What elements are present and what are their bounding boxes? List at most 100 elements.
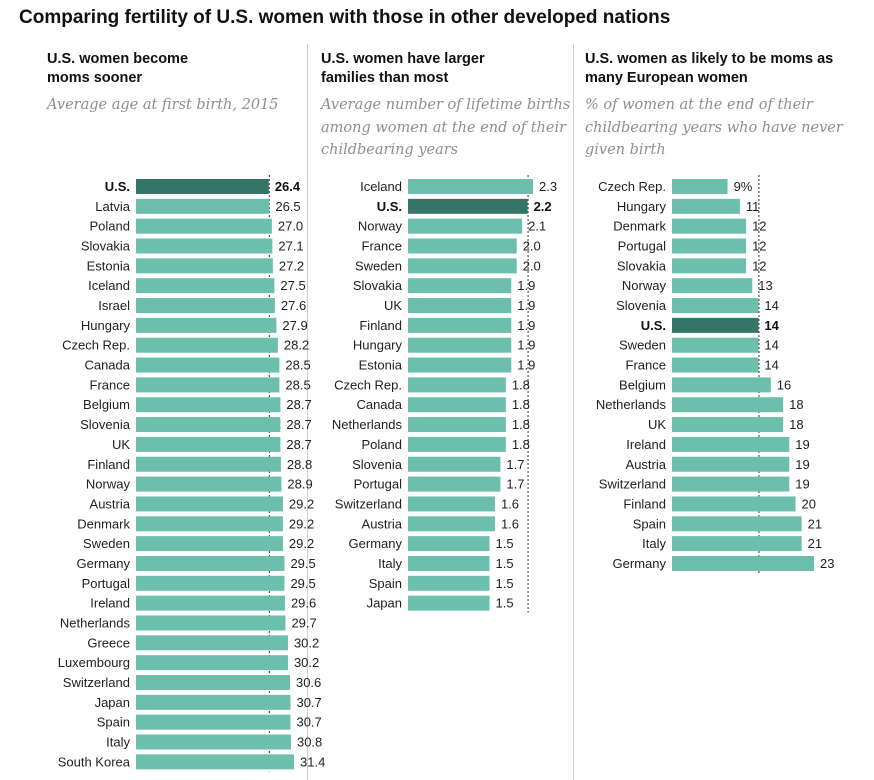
value-label: 28.8 (287, 457, 312, 472)
category-label: South Korea (58, 754, 131, 769)
bar-chart-childless: Czech Rep. 9% Hungary 11 Denmark 12 Portugal 12… (596, 175, 834, 573)
value-label: 2.0 (523, 258, 541, 273)
category-label: Italy (378, 556, 402, 571)
value-label: 1.6 (501, 496, 519, 511)
category-label: Finland (359, 318, 402, 333)
bar-chart-births: Iceland 2.3 U.S. 2.2 Norway 2.1 France 2.0 Swede… (332, 175, 557, 613)
bar (672, 198, 740, 214)
bar (672, 298, 759, 314)
category-label: Slovakia (353, 278, 403, 293)
bar (136, 397, 281, 413)
value-label: 1.9 (517, 358, 535, 373)
value-label: 1.5 (496, 576, 514, 591)
value-label: 28.5 (285, 377, 310, 392)
value-label: 14 (764, 318, 779, 333)
value-label: 28.5 (285, 358, 310, 373)
value-label: 16 (777, 377, 791, 392)
bar (408, 258, 517, 274)
value-label: 23 (820, 556, 834, 571)
category-label: Switzerland (335, 496, 402, 511)
bar (136, 179, 269, 194)
bar (136, 238, 273, 254)
category-label: Netherlands (332, 417, 403, 432)
value-label: 14 (764, 358, 778, 373)
category-label: Poland (90, 219, 130, 234)
value-label: 19 (795, 457, 809, 472)
bar (408, 476, 501, 492)
category-label: Spain (97, 715, 130, 730)
value-label: 2.1 (528, 219, 546, 234)
value-label: 30.2 (294, 655, 319, 670)
category-label: Spain (633, 516, 666, 531)
value-label: 1.8 (512, 377, 530, 392)
category-label: France (90, 377, 130, 392)
value-label: 29.6 (291, 596, 316, 611)
value-label: 28.7 (286, 437, 311, 452)
bar (408, 555, 490, 571)
bar (408, 218, 523, 234)
category-label: Slovenia (616, 298, 667, 313)
value-label: 28.7 (286, 397, 311, 412)
bar (408, 496, 495, 512)
panel-childless: U.S. women as likely to be moms as many … (585, 50, 874, 780)
bar (408, 238, 517, 254)
value-label: 20 (801, 496, 815, 511)
bar (408, 417, 506, 433)
value-label: 29.2 (289, 516, 314, 531)
value-label: 30.8 (297, 735, 322, 750)
panel-lifetime-births: U.S. women have larger families than mos… (321, 50, 571, 780)
value-label: 9% (734, 179, 753, 194)
bar (136, 555, 285, 571)
bar (408, 357, 512, 373)
value-label: 12 (752, 239, 766, 254)
category-label: Norway (86, 477, 131, 492)
category-label: Estonia (359, 358, 403, 373)
category-label: Portugal (618, 239, 667, 254)
category-label: Austria (626, 457, 667, 472)
category-label: France (362, 239, 402, 254)
value-label: 14 (764, 298, 778, 313)
category-label: Iceland (360, 179, 402, 194)
category-label: Denmark (613, 219, 666, 234)
bar (136, 754, 294, 770)
bar (408, 298, 512, 314)
value-label: 21 (808, 516, 822, 531)
value-label: 1.9 (517, 318, 535, 333)
panel-divider (307, 44, 308, 780)
bar (672, 476, 790, 492)
value-label: 27.9 (282, 318, 307, 333)
category-label: Switzerland (63, 675, 130, 690)
category-label: Belgium (83, 397, 130, 412)
value-label: 28.2 (284, 338, 309, 353)
category-label: Canada (84, 358, 130, 373)
category-label: Czech Rep. (62, 338, 130, 353)
bar (408, 575, 490, 591)
category-label: Slovenia (80, 417, 131, 432)
category-label: Spain (369, 576, 402, 591)
value-label: 28.7 (286, 417, 311, 432)
category-label: Netherlands (60, 615, 131, 630)
value-label: 27.5 (280, 278, 305, 293)
category-label: France (626, 358, 666, 373)
category-label: Italy (106, 735, 130, 750)
value-label: 12 (752, 219, 766, 234)
category-label: Luxembourg (58, 655, 130, 670)
bar (136, 496, 283, 512)
bar (408, 198, 528, 214)
bar (136, 456, 281, 472)
bar (672, 278, 753, 294)
value-label: 1.9 (517, 298, 535, 313)
bar (136, 337, 278, 353)
category-label: Austria (90, 496, 131, 511)
category-label: U.S. (377, 199, 402, 214)
bar (672, 179, 728, 194)
value-label: 1.9 (517, 338, 535, 353)
bar (672, 456, 790, 472)
bar-chart-age: U.S. 26.4 Latvia 26.5 Poland 27.0 Slovakia 27.1… (58, 175, 325, 772)
bar (408, 536, 490, 552)
bar (136, 198, 270, 214)
category-label: Slovakia (81, 239, 131, 254)
bar (136, 635, 288, 651)
value-label: 28.9 (287, 477, 312, 492)
category-label: Hungary (81, 318, 131, 333)
